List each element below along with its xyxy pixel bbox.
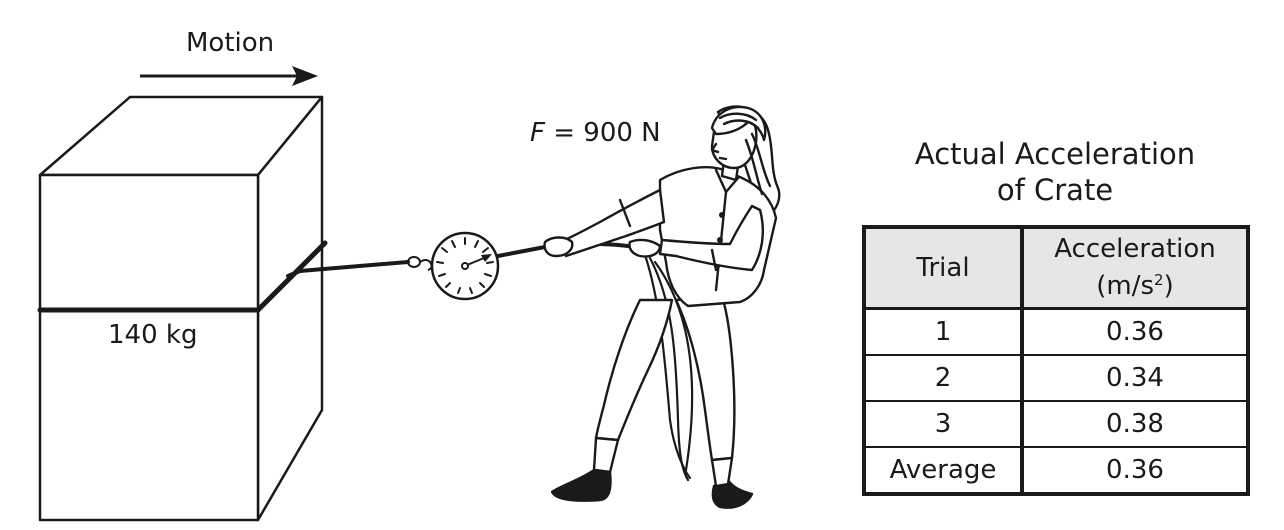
header-acceleration-label: Acceleration <box>1054 234 1216 264</box>
mass-label: 140 kg <box>108 320 198 350</box>
trial-cell: 3 <box>863 400 1024 448</box>
crate <box>38 95 324 522</box>
header-acceleration: Acceleration (m/s2) <box>1021 226 1249 310</box>
table-title-line2: of Crate <box>996 173 1114 207</box>
unit-exponent: 2 <box>1154 271 1164 289</box>
force-value: = 900 N <box>544 118 661 148</box>
unit-base: (m/s <box>1096 271 1155 301</box>
trial-cell: 2 <box>863 354 1024 402</box>
motion-label: Motion <box>186 28 275 58</box>
table-row: 1 0.36 <box>863 307 1249 356</box>
spring-scale <box>430 231 500 301</box>
trial-cell: 1 <box>863 307 1024 356</box>
header-trial: Trial <box>863 226 1024 310</box>
header-acceleration-unit: (m/s2) <box>1096 271 1173 301</box>
force-label: F = 900 N <box>530 118 661 148</box>
scale-hook <box>407 256 433 271</box>
trial-cell: Average <box>863 446 1024 495</box>
rope-slack <box>643 253 694 482</box>
table-title: Actual Acceleration of Crate <box>862 136 1248 208</box>
acceleration-cell: 0.36 <box>1021 307 1249 356</box>
unit-close: ) <box>1163 271 1174 301</box>
woman-pulling <box>543 105 781 509</box>
table-row-average: Average 0.36 <box>863 446 1249 495</box>
table-header-row: Trial Acceleration (m/s2) <box>863 226 1249 310</box>
table-title-line1: Actual Acceleration <box>914 137 1196 171</box>
acceleration-cell: 0.38 <box>1021 400 1249 448</box>
acceleration-cell: 0.34 <box>1021 354 1249 402</box>
table-row: 3 0.38 <box>863 400 1249 448</box>
motion-arrow <box>140 66 318 86</box>
acceleration-cell: 0.36 <box>1021 446 1249 495</box>
rope-to-scale <box>286 260 410 278</box>
force-symbol: F <box>530 118 545 148</box>
table-row: 2 0.34 <box>863 354 1249 402</box>
acceleration-table: Trial Acceleration (m/s2) 1 0.36 2 0.34 … <box>862 225 1250 496</box>
